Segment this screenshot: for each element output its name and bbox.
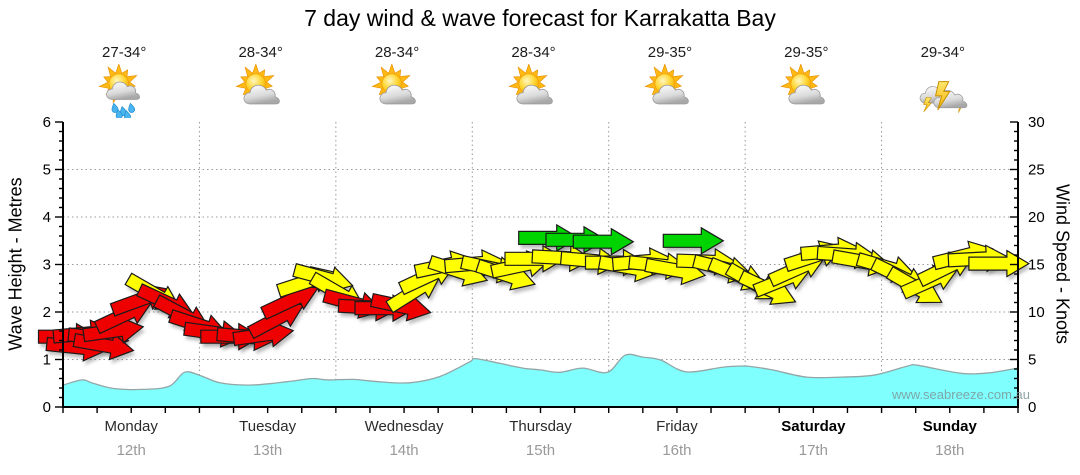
temperature-label: 28-34°	[374, 44, 420, 61]
left-axis-tick-label: 2	[43, 304, 51, 321]
day-label: Tuesday	[239, 418, 297, 435]
right-axis-tick-label: 0	[1028, 399, 1036, 416]
day-date: 18th	[935, 442, 965, 459]
thunderstorm-icon	[916, 64, 970, 118]
partly-sunny-icon	[507, 63, 561, 118]
day-date: 13th	[253, 442, 283, 459]
temperature-label: 29-35°	[647, 44, 693, 61]
partly-sunny-icon	[779, 63, 833, 118]
temperature-label: 29-35°	[784, 44, 829, 61]
day-date: 16th	[662, 442, 692, 459]
right-axis-tick-label: 25	[1028, 162, 1045, 179]
wind-arrow	[662, 226, 725, 255]
left-axis-label: Wave Height - Metres	[5, 177, 26, 351]
right-axis-tick-label: 30	[1028, 114, 1045, 131]
day-label: Sunday	[922, 418, 977, 435]
wave-height-edge	[62, 353, 1019, 391]
day-date: 12th	[116, 442, 146, 459]
temperature-label: 29-34°	[920, 44, 965, 61]
sun-shower-icon	[97, 63, 151, 121]
partly-sunny-icon	[370, 63, 424, 118]
right-axis-tick-label: 20	[1028, 209, 1045, 226]
left-axis-tick-label: 1	[43, 352, 51, 369]
right-axis-tick-label: 10	[1028, 304, 1045, 321]
axis-ticks	[55, 121, 1019, 413]
partly-sunny-icon	[643, 63, 697, 118]
chart-title: 7 day wind & wave forecast for Karrakatt…	[304, 5, 776, 31]
day-date: 14th	[389, 442, 419, 459]
right-axis-tick-label: 15	[1028, 257, 1045, 274]
day-label: Thursday	[509, 418, 572, 435]
wind-arrows	[37, 223, 1031, 362]
day-label: Monday	[104, 418, 158, 435]
day-label: Friday	[656, 418, 698, 435]
temperature-label: 28-34°	[511, 44, 556, 61]
wave-height-area	[63, 354, 1018, 407]
temperature-label: 28-34°	[238, 44, 283, 61]
left-axis-tick-label: 6	[43, 114, 51, 131]
temperature-label: 27-34°	[102, 44, 147, 61]
wind-arrow	[572, 227, 635, 256]
right-axis-label: Wind Speed - Knots	[1052, 183, 1073, 345]
left-axis-tick-label: 5	[43, 162, 51, 179]
day-date: 15th	[525, 442, 556, 459]
left-axis-tick-label: 4	[43, 209, 51, 226]
right-axis-tick-label: 5	[1028, 352, 1036, 369]
left-axis-tick-label: 0	[43, 399, 51, 416]
partly-sunny-icon	[234, 63, 288, 118]
left-axis-tick-label: 3	[43, 257, 51, 274]
day-date: 17th	[798, 442, 828, 459]
day-label: Saturday	[781, 418, 846, 435]
watermark: www.seabreeze.com.au	[892, 387, 1031, 402]
day-label: Wednesday	[364, 418, 444, 435]
